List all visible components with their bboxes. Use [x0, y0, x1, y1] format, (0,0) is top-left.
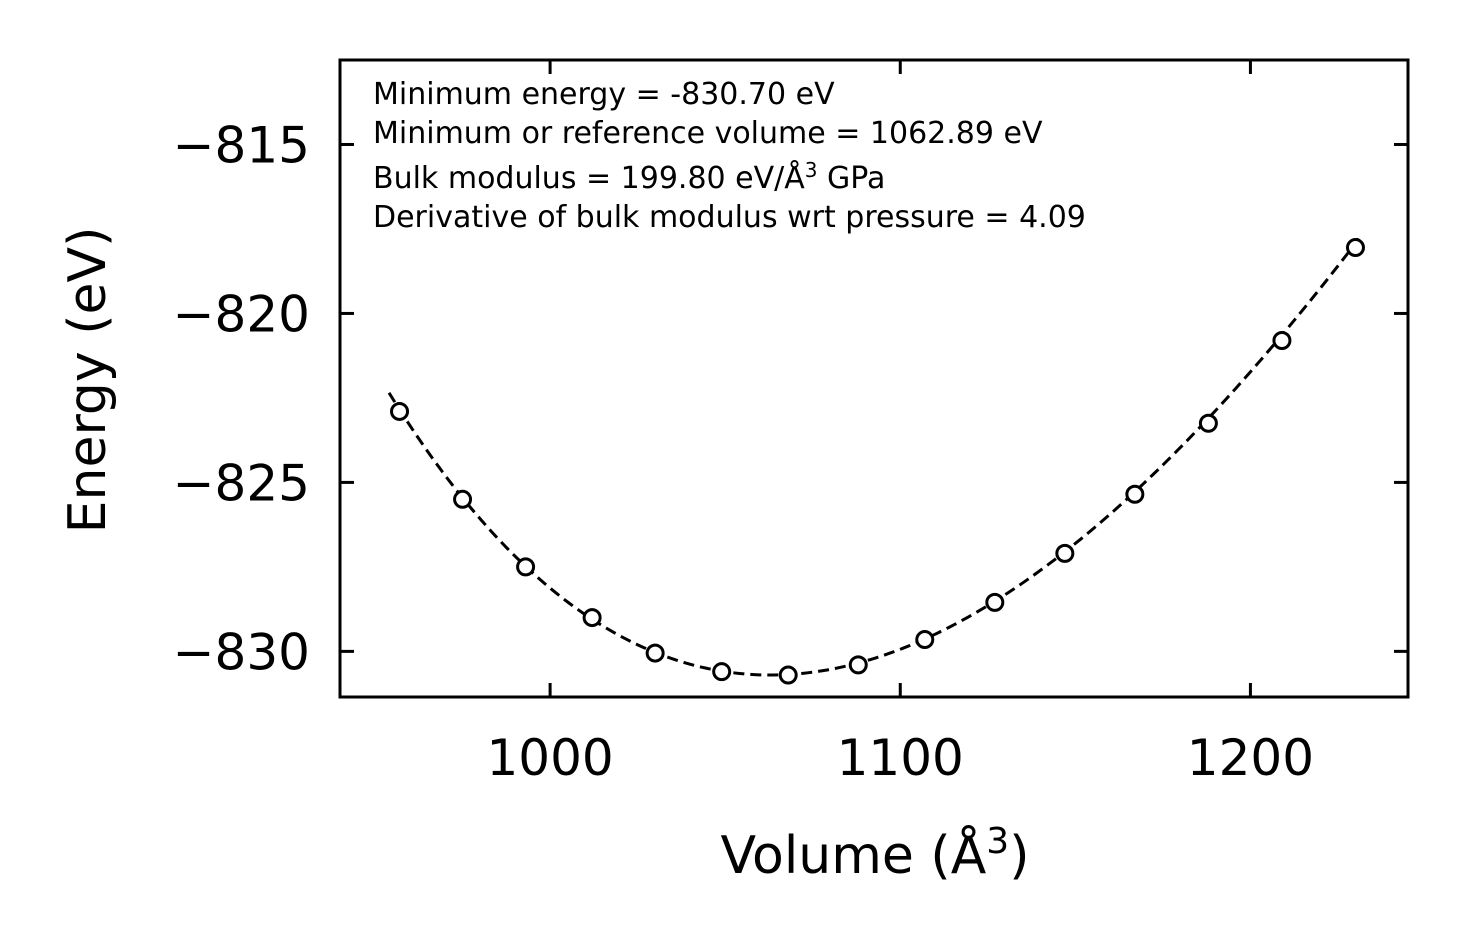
annotation-min-energy: Minimum energy = -830.70 eV — [373, 77, 835, 112]
data-point-1 — [453, 489, 473, 509]
x-axis-label-sup: 3 — [986, 821, 1009, 862]
annotation-bulk-modulus-sup: 3 — [805, 158, 818, 182]
y-tick-label-825: −825 — [173, 454, 310, 512]
annotation-bulk-derivative: Derivative of bulk modulus wrt pressure … — [373, 200, 1086, 235]
data-point-6 — [778, 665, 798, 685]
data-point-13 — [1272, 330, 1292, 350]
data-point-5 — [712, 662, 732, 682]
annotation-ref-volume: Minimum or reference volume = 1062.89 eV — [373, 116, 1043, 151]
annotation-bulk-modulus-unit: GPa — [818, 161, 886, 196]
y-tick-label-820: −820 — [173, 285, 310, 343]
data-point-8 — [915, 630, 935, 650]
data-point-12 — [1198, 413, 1218, 433]
data-points-layer — [390, 238, 1365, 685]
data-point-9 — [985, 592, 1005, 612]
annotation-bulk-modulus: Bulk modulus = 199.80 eV/Å3 GPa — [373, 158, 885, 196]
x-axis-label-text: Volume (Å — [721, 824, 987, 886]
x-axis-label-close: ) — [1009, 826, 1029, 886]
x-tick-label-1000: 1000 — [486, 729, 613, 787]
x-tick-label-1200: 1200 — [1187, 729, 1314, 787]
y-tick-label-830: −830 — [173, 623, 310, 681]
data-point-14 — [1345, 238, 1365, 258]
annotation-bulk-modulus-text: Bulk modulus = 199.80 eV/Å — [373, 160, 805, 196]
data-point-2 — [516, 557, 536, 577]
y-axis-label: Energy (eV) — [58, 227, 118, 534]
data-point-7 — [848, 655, 868, 675]
data-point-0 — [390, 401, 410, 421]
data-point-10 — [1055, 543, 1075, 563]
x-axis-label: Volume (Å3) — [721, 821, 1030, 886]
y-tick-label-815: −815 — [173, 116, 310, 174]
data-point-11 — [1125, 484, 1145, 504]
data-point-4 — [645, 643, 665, 663]
annotation-box: Minimum energy = -830.70 eV Minimum or r… — [373, 77, 1086, 235]
plot-frame — [338, 58, 1410, 699]
ticks-layer: 1000 1100 1200 −815 −820 −825 −830 — [173, 60, 1408, 787]
x-tick-label-1100: 1100 — [837, 729, 964, 787]
data-point-3 — [582, 608, 602, 628]
